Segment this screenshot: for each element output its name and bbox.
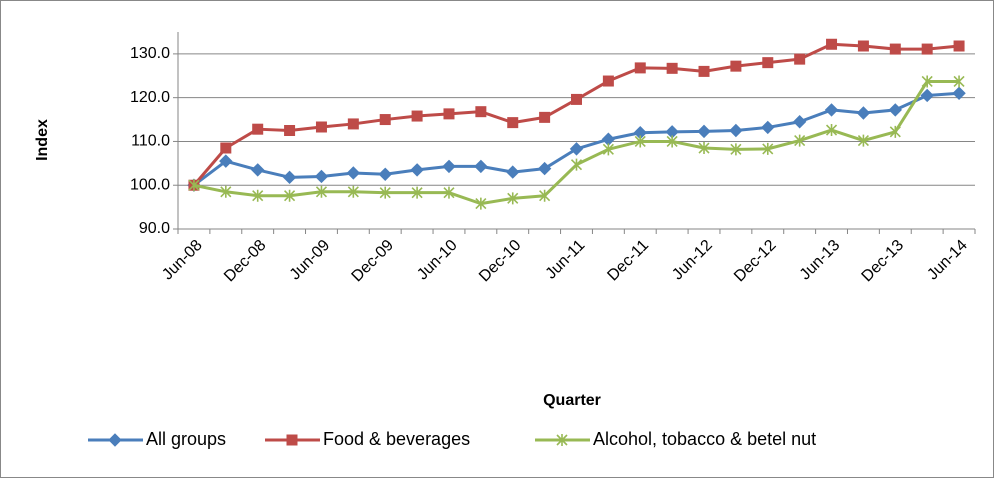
marker	[570, 158, 583, 171]
marker	[379, 186, 391, 199]
marker	[475, 197, 487, 210]
marker	[569, 142, 584, 156]
marker	[346, 166, 361, 180]
y-tick-label: 90.0	[139, 220, 170, 237]
marker	[443, 108, 455, 120]
marker	[729, 123, 743, 138]
marker	[539, 111, 551, 123]
marker	[824, 103, 839, 117]
marker	[411, 186, 423, 199]
marker	[666, 135, 678, 148]
marker	[634, 62, 646, 74]
marker	[250, 163, 265, 177]
marker	[378, 167, 392, 181]
marker	[730, 60, 742, 72]
marker	[443, 186, 455, 199]
marker	[252, 189, 264, 202]
marker	[921, 75, 933, 88]
marker	[794, 134, 806, 147]
marker	[284, 125, 296, 136]
marker	[697, 124, 711, 139]
legend-label: All groups	[146, 429, 226, 449]
marker	[762, 57, 774, 69]
marker	[762, 142, 774, 155]
marker	[411, 110, 423, 122]
marker	[826, 38, 838, 50]
marker	[506, 165, 520, 179]
marker	[825, 124, 838, 137]
marker	[220, 185, 232, 198]
marker	[220, 142, 232, 154]
y-axis-label: Index	[34, 119, 51, 161]
marker	[953, 75, 965, 88]
marker	[108, 433, 122, 447]
marker	[347, 185, 359, 198]
marker	[792, 115, 807, 129]
y-tick-label: 110.0	[131, 133, 170, 150]
y-tick-label: 120.0	[130, 89, 170, 106]
legend-label: Alcohol, tobacco & betel nut	[593, 429, 816, 449]
marker	[315, 185, 328, 198]
marker	[761, 120, 775, 135]
marker	[889, 43, 901, 55]
x-axis-label: Quarter	[543, 392, 601, 409]
marker	[888, 103, 903, 117]
marker	[666, 62, 678, 74]
marker	[410, 163, 424, 177]
marker	[889, 125, 901, 138]
marker	[602, 143, 614, 156]
marker	[474, 159, 488, 174]
marker	[920, 88, 934, 103]
marker	[347, 118, 359, 130]
marker	[252, 123, 264, 135]
marker	[537, 161, 552, 176]
marker	[556, 434, 568, 446]
marker	[507, 192, 519, 205]
marker	[794, 53, 806, 65]
marker	[286, 434, 298, 446]
marker	[698, 65, 710, 77]
marker	[698, 142, 710, 155]
marker	[507, 117, 519, 129]
marker	[219, 154, 233, 168]
marker	[282, 170, 297, 185]
marker	[442, 159, 456, 174]
marker	[188, 179, 200, 192]
marker	[856, 106, 871, 120]
marker	[952, 86, 966, 100]
marker	[602, 75, 614, 87]
marker	[314, 169, 329, 184]
marker	[379, 114, 391, 126]
y-tick-label: 100.0	[130, 176, 170, 193]
legend-label: Food & beverages	[323, 429, 470, 449]
marker	[284, 189, 296, 202]
marker	[539, 189, 551, 202]
marker	[475, 106, 487, 118]
marker	[315, 121, 327, 133]
marker	[730, 143, 742, 156]
marker	[953, 40, 965, 52]
marker	[571, 93, 582, 105]
marker	[921, 43, 933, 55]
marker	[857, 40, 869, 52]
marker	[634, 135, 646, 148]
marker	[857, 134, 869, 147]
y-tick-label: 130.0	[130, 45, 170, 62]
